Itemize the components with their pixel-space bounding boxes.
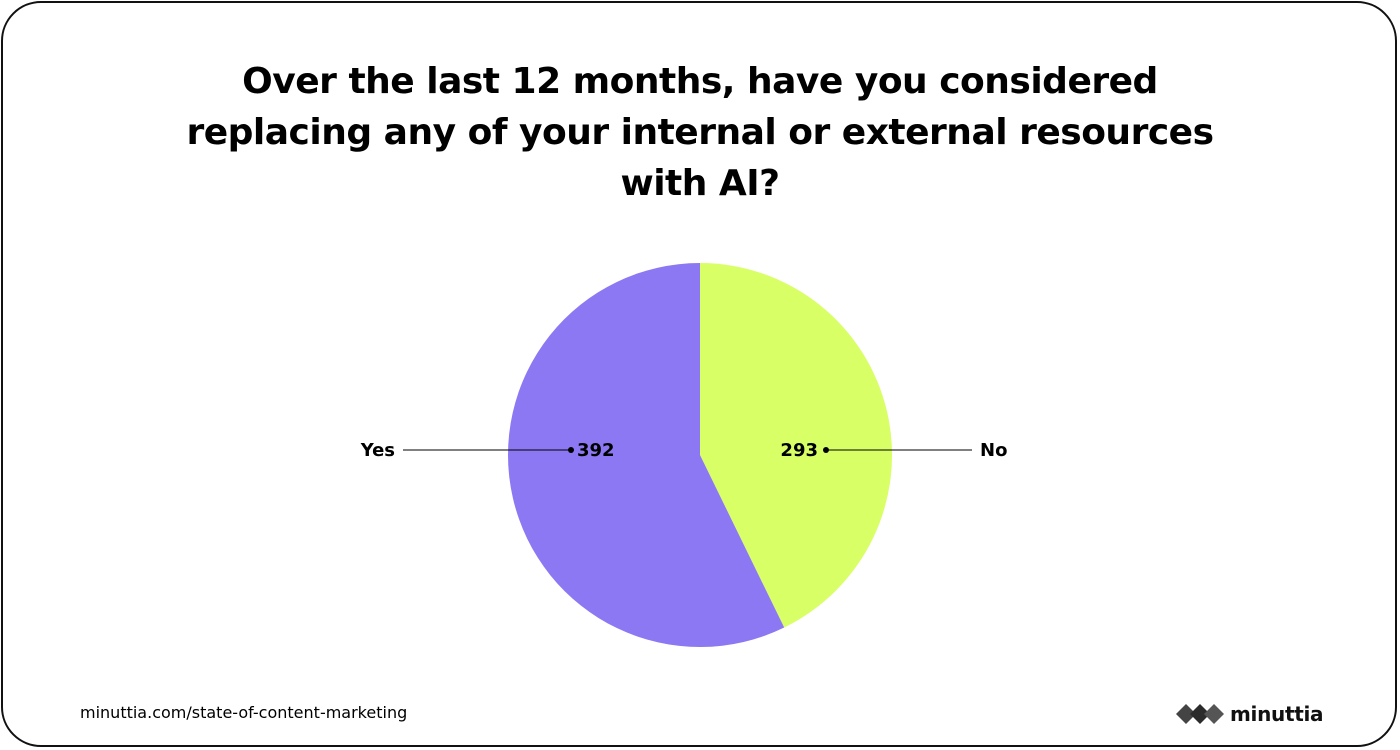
pie-slice-no xyxy=(700,263,892,628)
data-label-yes: 392 xyxy=(577,440,615,461)
chart-title: Over the last 12 months, have you consid… xyxy=(186,61,1214,204)
leader-dot-yes xyxy=(568,447,574,453)
source-url: minuttia.com/state-of-content-marketing xyxy=(80,703,408,722)
brand-logo: minuttia xyxy=(1176,700,1324,728)
data-label-no: 293 xyxy=(780,440,818,461)
pie-slice-yes xyxy=(508,263,785,647)
category-label-no: No xyxy=(980,440,1007,461)
category-label-yes: Yes xyxy=(360,440,395,461)
leader-dot-no xyxy=(823,447,829,453)
brand-name: minuttia xyxy=(1230,702,1324,726)
diamond-cluster-logo-icon xyxy=(1176,704,1224,724)
